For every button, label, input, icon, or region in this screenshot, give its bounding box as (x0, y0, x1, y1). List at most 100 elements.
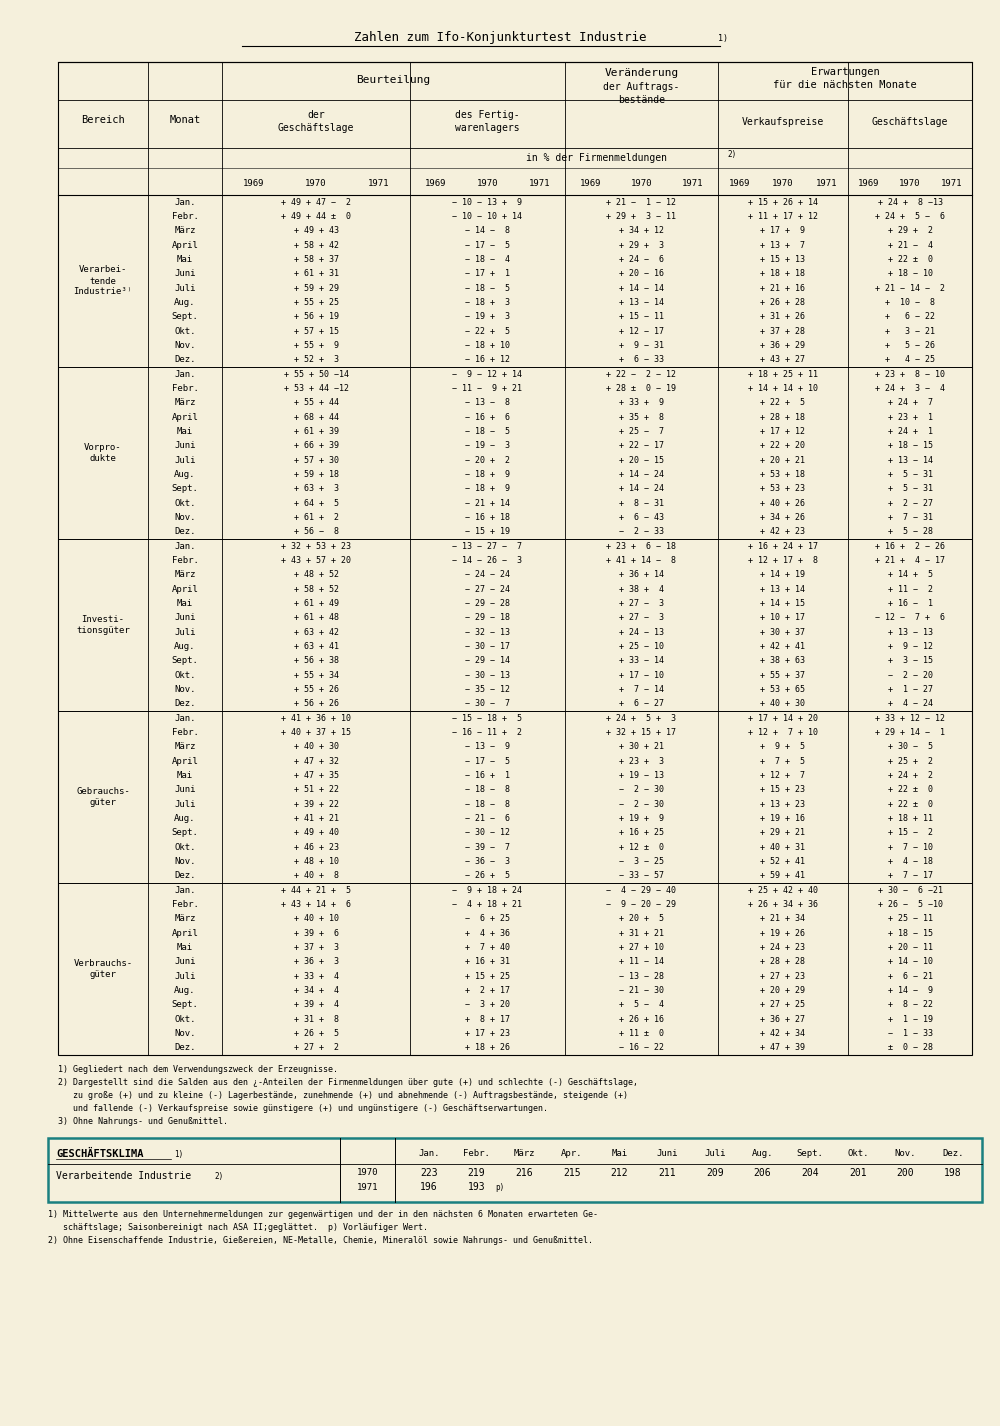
Text: +  5 − 28: + 5 − 28 (888, 528, 932, 536)
Text: + 14 −  9: + 14 − 9 (888, 985, 932, 995)
Text: + 56 + 19: + 56 + 19 (294, 312, 338, 321)
Text: − 10 − 10 + 14: − 10 − 10 + 14 (452, 212, 522, 221)
Text: + 39 + 22: + 39 + 22 (294, 800, 338, 809)
Text: Jan.: Jan. (174, 886, 196, 894)
Text: + 18 − 10: + 18 − 10 (888, 270, 932, 278)
Text: 3) Ohne Nahrungs- und Genußmittel.: 3) Ohne Nahrungs- und Genußmittel. (58, 1117, 228, 1127)
Text: März: März (174, 398, 196, 408)
Text: + 18 + 25 + 11: + 18 + 25 + 11 (748, 369, 818, 379)
Text: + 13 − 14: + 13 − 14 (619, 298, 664, 307)
Text: +  1 − 27: + 1 − 27 (888, 684, 932, 694)
Text: 2): 2) (214, 1172, 223, 1181)
Text: + 26 + 28: + 26 + 28 (761, 298, 806, 307)
Text: + 57 + 15: + 57 + 15 (294, 327, 338, 335)
Text: 1971: 1971 (357, 1182, 378, 1192)
Text: Sept.: Sept. (797, 1149, 824, 1158)
Text: +  7 − 31: + 7 − 31 (888, 513, 932, 522)
Text: Jan.: Jan. (174, 369, 196, 379)
Text: Sept.: Sept. (172, 829, 198, 837)
Text: +  7 − 14: + 7 − 14 (619, 684, 664, 694)
Text: 215: 215 (563, 1168, 581, 1178)
Text: + 37 + 28: + 37 + 28 (761, 327, 806, 335)
Text: Juni: Juni (174, 957, 196, 967)
Text: 1971: 1971 (682, 178, 703, 187)
Text: +  5 − 31: + 5 − 31 (888, 471, 932, 479)
Text: − 22 +  5: − 22 + 5 (465, 327, 510, 335)
Text: − 16 +  1: − 16 + 1 (465, 771, 510, 780)
Text: −  3 − 25: − 3 − 25 (619, 857, 664, 866)
Text: + 53 + 23: + 53 + 23 (761, 485, 806, 493)
Text: +  8 − 31: + 8 − 31 (619, 499, 664, 508)
Text: Nov.: Nov. (174, 857, 196, 866)
Text: Sept.: Sept. (172, 485, 198, 493)
Text: + 55 + 37: + 55 + 37 (761, 670, 806, 680)
Text: p): p) (496, 1184, 505, 1192)
Text: März: März (174, 570, 196, 579)
Text: + 58 + 42: + 58 + 42 (294, 241, 338, 250)
Text: + 29 +  2: + 29 + 2 (888, 227, 932, 235)
Text: + 51 + 22: + 51 + 22 (294, 786, 338, 794)
Text: − 19 −  3: − 19 − 3 (465, 441, 510, 451)
Text: 2) Ohne Eisenschaffende Industrie, Gießereien, NE-Metalle, Chemie, Mineralöl sow: 2) Ohne Eisenschaffende Industrie, Gieße… (48, 1236, 593, 1245)
Text: −  9 + 18 + 24: − 9 + 18 + 24 (452, 886, 522, 894)
Text: + 49 + 40: + 49 + 40 (294, 829, 338, 837)
Text: + 43 + 14 +  6: + 43 + 14 + 6 (281, 900, 351, 908)
Text: Nov.: Nov. (174, 684, 196, 694)
Text: + 34 + 12: + 34 + 12 (619, 227, 664, 235)
Text: + 20 − 15: + 20 − 15 (619, 456, 664, 465)
Text: + 21 − 14 −  2: + 21 − 14 − 2 (875, 284, 945, 292)
Text: + 55 + 26: + 55 + 26 (294, 684, 338, 694)
Text: − 13 −  8: − 13 − 8 (465, 398, 510, 408)
Text: + 12 − 17: + 12 − 17 (619, 327, 664, 335)
Text: Febr.: Febr. (172, 212, 198, 221)
Text: + 14 − 14: + 14 − 14 (619, 284, 664, 292)
Text: + 18 + 11: + 18 + 11 (888, 814, 932, 823)
Text: ±  0 − 28: ± 0 − 28 (888, 1044, 932, 1052)
Text: 196: 196 (420, 1182, 438, 1192)
Text: + 16 −  1: + 16 − 1 (888, 599, 932, 607)
Text: 219: 219 (468, 1168, 485, 1178)
Text: Sept.: Sept. (172, 312, 198, 321)
Text: − 21 −  6: − 21 − 6 (465, 814, 510, 823)
Text: + 34 + 26: + 34 + 26 (761, 513, 806, 522)
Text: + 13 − 14: + 13 − 14 (888, 456, 932, 465)
Text: + 25 − 10: + 25 − 10 (619, 642, 664, 652)
Text: +  10 −  8: + 10 − 8 (885, 298, 935, 307)
Text: Aug.: Aug. (174, 298, 196, 307)
Text: + 52 +  3: + 52 + 3 (294, 355, 338, 364)
Text: +  3 − 15: + 3 − 15 (888, 656, 932, 666)
Text: + 20 − 16: + 20 − 16 (619, 270, 664, 278)
Text: + 31 + 26: + 31 + 26 (761, 312, 806, 321)
Text: Okt.: Okt. (174, 1015, 196, 1024)
Text: GESCHÄFTSKLIMA: GESCHÄFTSKLIMA (56, 1149, 144, 1159)
Text: + 63 + 41: + 63 + 41 (294, 642, 338, 652)
Text: + 27 −  3: + 27 − 3 (619, 599, 664, 607)
Text: − 13 − 28: − 13 − 28 (619, 971, 664, 981)
Text: Geschäftslage: Geschäftslage (278, 123, 354, 133)
Text: − 18 −  4: − 18 − 4 (465, 255, 510, 264)
Text: − 24 − 24: − 24 − 24 (465, 570, 510, 579)
Text: Dez.: Dez. (174, 1044, 196, 1052)
Text: + 24 − 13: + 24 − 13 (619, 627, 664, 636)
Text: Febr.: Febr. (172, 900, 198, 908)
Text: +  6 − 27: + 6 − 27 (619, 699, 664, 709)
Text: tionsgüter: tionsgüter (76, 626, 130, 635)
Text: + 29 +  3: + 29 + 3 (619, 241, 664, 250)
Text: − 29 − 18: − 29 − 18 (465, 613, 510, 622)
Text: 1971: 1971 (368, 178, 389, 187)
Text: + 19 +  9: + 19 + 9 (619, 814, 664, 823)
Text: + 53 + 65: + 53 + 65 (761, 684, 806, 694)
Text: − 14 −  8: − 14 − 8 (465, 227, 510, 235)
Text: Nov.: Nov. (174, 1030, 196, 1038)
Text: + 28 ±  0 − 19: + 28 ± 0 − 19 (606, 384, 676, 394)
Text: + 15 + 13: + 15 + 13 (761, 255, 806, 264)
Text: April: April (172, 757, 198, 766)
Text: Okt.: Okt. (174, 327, 196, 335)
Text: Vorpro-: Vorpro- (84, 443, 122, 452)
Text: + 18 − 15: + 18 − 15 (888, 928, 932, 938)
Text: − 15 + 19: − 15 + 19 (465, 528, 510, 536)
Text: + 58 + 37: + 58 + 37 (294, 255, 338, 264)
Text: − 27 − 24: − 27 − 24 (465, 585, 510, 593)
Text: Bereich: Bereich (81, 116, 125, 125)
Text: 1969: 1969 (425, 178, 447, 187)
